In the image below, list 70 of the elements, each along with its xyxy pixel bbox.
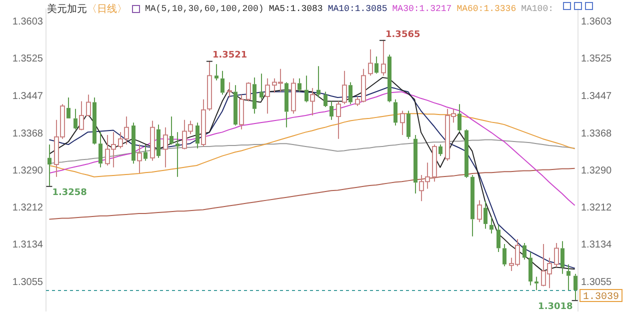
candlestick <box>304 75 308 103</box>
ref-line-label: 1.3039 <box>583 292 620 304</box>
candlestick <box>348 82 352 105</box>
candlestick <box>502 243 506 267</box>
candlestick <box>522 242 526 260</box>
y2-tick-label: 1.3603 <box>581 16 612 28</box>
y-tick-label: 1.3212 <box>12 202 44 214</box>
candlestick <box>66 96 70 118</box>
y2-tick-label: 1.3368 <box>581 128 612 140</box>
y-tick-label: 1.3368 <box>12 128 44 140</box>
y-tick-label: 1.3447 <box>12 90 44 102</box>
candlestick <box>98 132 102 168</box>
y-tick-label: 1.3134 <box>12 240 44 251</box>
annotation: 1.3258 <box>52 188 87 198</box>
candlestick <box>316 66 320 98</box>
annotation: 1.3521 <box>212 50 248 61</box>
text: MA5:1.3083 <box>268 4 323 14</box>
candlestick <box>414 134 418 194</box>
y2-tick-label: 1.3212 <box>581 202 612 214</box>
y2-tick-label: 1.3447 <box>581 90 612 102</box>
chart-title: 美元加元 <box>47 2 87 16</box>
candlestick <box>496 224 500 253</box>
y-tick-label: 1.3290 <box>12 165 44 176</box>
candlestick <box>234 84 238 126</box>
candlestick <box>298 78 302 92</box>
candlestick <box>394 98 398 126</box>
annotation: 1.3018 <box>538 302 573 312</box>
candlestick <box>284 82 288 128</box>
text: MA10:1.3085 <box>328 4 388 14</box>
y-tick-label: 1.3525 <box>12 54 44 65</box>
y2-tick-label: 1.3525 <box>581 54 612 65</box>
candlestick <box>490 216 494 234</box>
candlestick <box>48 144 52 186</box>
y2-tick-label: 1.3290 <box>581 165 612 176</box>
text: MA100: <box>521 4 554 14</box>
text: MA30:1.3217 <box>392 4 452 14</box>
candlestick <box>406 110 410 140</box>
candlestick <box>330 100 334 120</box>
candlestick <box>92 96 96 146</box>
legend-title: MA(5,10,30,60,100,200) <box>145 4 264 14</box>
candlestick <box>156 124 160 158</box>
candlestick <box>528 252 532 286</box>
candlestick <box>438 144 442 156</box>
annotation: 1.3565 <box>386 30 420 40</box>
candlestick <box>566 264 570 291</box>
candlestick <box>458 104 462 133</box>
candlestick <box>252 76 256 114</box>
candlestick <box>214 64 218 81</box>
candlestick <box>324 91 328 108</box>
candlestick <box>374 56 378 74</box>
candlestick <box>220 70 224 96</box>
candlestick <box>388 54 392 103</box>
candlestick <box>144 144 148 162</box>
candlestick <box>470 174 474 237</box>
y2-tick-label: 1.3055 <box>581 277 612 288</box>
candlestick <box>132 122 136 164</box>
y-tick-label: 1.3603 <box>12 16 44 28</box>
candlestick <box>74 108 78 130</box>
y-tick-label: 1.3055 <box>12 277 44 288</box>
text: MA60:1.3336 <box>456 4 516 14</box>
candlestick <box>484 200 488 230</box>
y2-tick-label: 1.3134 <box>581 240 612 251</box>
candlestick <box>560 240 564 274</box>
candlestick <box>464 128 468 178</box>
candlestick <box>170 116 174 146</box>
chart-subtitle: 〈日线〉 <box>87 2 127 16</box>
candlestick <box>176 132 180 178</box>
candlestick <box>260 73 264 100</box>
candlestick <box>534 276 538 291</box>
candlestick <box>196 122 200 149</box>
